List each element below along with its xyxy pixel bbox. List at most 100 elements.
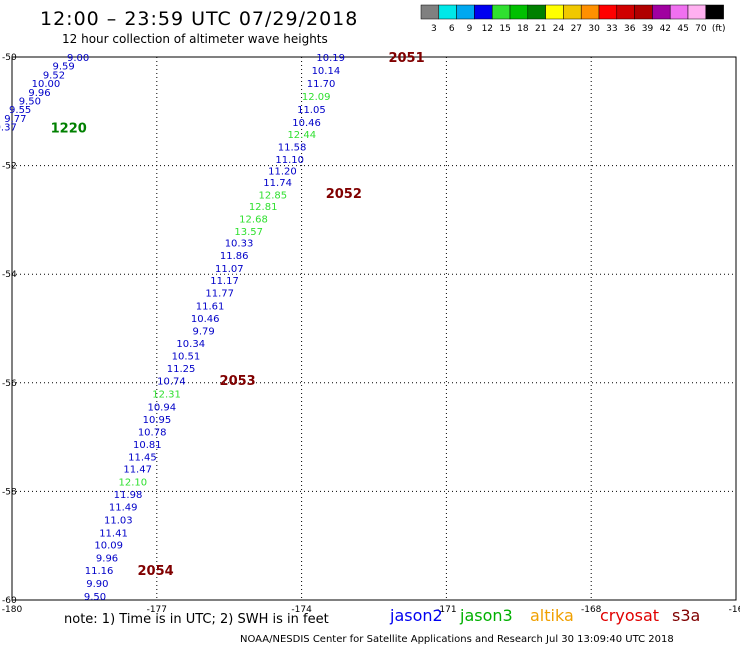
satellite-jason2: jason2 xyxy=(390,606,443,625)
time-annotation: 2051 xyxy=(388,51,424,66)
data-point-jason2: 9.37 xyxy=(0,123,17,134)
data-point-jason2: 11.10 xyxy=(275,155,304,166)
data-point-jason2: 11.61 xyxy=(196,302,225,313)
legend-label: 24 xyxy=(553,24,565,34)
legend-swatch xyxy=(420,4,440,20)
data-point-jason2: 11.07 xyxy=(215,264,244,275)
legend-swatch xyxy=(687,4,707,20)
legend-swatch xyxy=(616,4,635,20)
data-point-jason2: 11.05 xyxy=(297,105,326,116)
chart-title: 12:00 – 23:59 UTC 07/29/2018 xyxy=(40,8,359,30)
legend-swatch xyxy=(563,4,582,20)
legend-swatch xyxy=(705,4,724,20)
data-point-jason2: 11.16 xyxy=(85,566,114,577)
legend-swatch xyxy=(527,4,546,20)
legend-swatch xyxy=(598,4,618,20)
data-point-jason2: 11.58 xyxy=(278,143,307,154)
legend-label: (ft) xyxy=(712,24,726,34)
data-point-jason2: 11.49 xyxy=(109,503,138,514)
data-point-jason2: 9.52 xyxy=(43,70,65,81)
x-tick-label: -180 xyxy=(2,605,23,615)
data-point-jason3: 12.81 xyxy=(249,202,278,213)
time-annotation: 2053 xyxy=(220,374,256,389)
legend-swatch xyxy=(634,4,653,20)
data-point-jason3: 12.68 xyxy=(239,214,268,225)
y-tick-label: -54 xyxy=(2,270,17,280)
data-point-jason2: 10.46 xyxy=(191,314,220,325)
data-point-jason2: 9.50 xyxy=(84,592,106,603)
legend-label: 36 xyxy=(624,24,636,34)
y-tick-label: -50 xyxy=(2,53,17,63)
data-point-jason2: 11.77 xyxy=(205,289,234,300)
legend-swatch xyxy=(652,4,671,20)
satellite-cryosat: cryosat xyxy=(600,606,660,625)
time-annotation: 2054 xyxy=(137,564,173,579)
legend-swatch xyxy=(456,4,475,20)
data-point-jason2: 11.47 xyxy=(123,465,152,476)
data-point-jason2: 11.98 xyxy=(114,490,143,501)
legend-swatch xyxy=(580,4,600,20)
legend-swatch xyxy=(545,4,564,20)
legend-label: 21 xyxy=(535,24,546,34)
data-point-jason2: 9.00 xyxy=(67,53,89,64)
data-point-jason2: 9.96 xyxy=(96,554,118,565)
y-tick-label: -52 xyxy=(2,162,17,172)
data-point-jason3: 12.09 xyxy=(302,92,331,103)
data-point-jason2: 11.74 xyxy=(263,178,292,189)
data-point-jason2: 10.51 xyxy=(172,352,201,363)
data-point-jason2: 11.17 xyxy=(210,276,239,287)
data-point-jason2: 10.74 xyxy=(157,377,186,388)
data-point-jason3: 12.31 xyxy=(152,390,181,401)
y-tick-label: -60 xyxy=(2,596,17,606)
legend-swatch xyxy=(474,4,493,20)
legend-swatch xyxy=(438,4,457,20)
data-point-jason2: 10.00 xyxy=(32,79,61,90)
data-point-jason2: 11.25 xyxy=(167,364,196,375)
data-point-jason3: 13.57 xyxy=(234,227,263,238)
x-tick-label: -177 xyxy=(147,605,167,615)
legend-label: 45 xyxy=(677,24,688,34)
legend-label: 9 xyxy=(467,24,473,34)
legend-swatch xyxy=(509,4,529,20)
legend-label: 15 xyxy=(499,24,510,34)
legend-label: 6 xyxy=(449,24,455,34)
data-point-jason2: 10.78 xyxy=(138,428,167,439)
x-tick-label: -168 xyxy=(581,605,602,615)
data-point-jason3: 12.10 xyxy=(119,478,148,489)
time-annotation: 2052 xyxy=(326,187,362,202)
legend-label: 12 xyxy=(482,24,493,34)
legend-label: 42 xyxy=(660,24,671,34)
data-point-jason2: 10.94 xyxy=(147,403,176,414)
data-point-jason2: 10.14 xyxy=(312,66,341,77)
data-point-jason2: 9.59 xyxy=(52,62,74,73)
data-point-jason2: 9.90 xyxy=(86,579,108,590)
x-tick-label: -174 xyxy=(291,605,312,615)
satellite-s3a: s3a xyxy=(672,606,701,625)
data-point-jason2: 10.81 xyxy=(133,440,162,451)
x-tick-label: -171 xyxy=(436,605,456,615)
satellite-jason3: jason3 xyxy=(460,606,513,625)
legend-label: 39 xyxy=(642,24,654,34)
data-point-jason3: 12.85 xyxy=(258,190,287,201)
satellite-legend: jason2 jason3 altika cryosat s3a xyxy=(0,606,740,630)
y-tick-label: -56 xyxy=(2,379,17,389)
chart-subtitle: 12 hour collection of altimeter wave hei… xyxy=(62,32,328,46)
data-point-jason2: 10.95 xyxy=(143,415,172,426)
footer-credit: NOAA/NESDIS Center for Satellite Applica… xyxy=(240,634,674,645)
data-point-jason2: 9.55 xyxy=(9,105,31,116)
legend-label: 70 xyxy=(695,24,707,34)
plot-frame xyxy=(11,56,737,601)
data-point-jason2: 11.03 xyxy=(104,516,133,527)
data-point-jason2: 10.09 xyxy=(94,541,123,552)
time-annotation: 1220 xyxy=(51,122,87,137)
data-point-jason2: 11.41 xyxy=(99,529,128,540)
data-point-jason2: 10.34 xyxy=(176,339,205,350)
footer-note: note: 1) Time is in UTC; 2) SWH is in fe… xyxy=(64,612,329,627)
legend-label: 30 xyxy=(588,24,600,34)
data-point-jason2: 10.33 xyxy=(225,239,254,250)
data-point-jason2: 11.70 xyxy=(307,79,336,90)
data-point-jason2: 10.19 xyxy=(316,53,345,64)
data-point-jason2: 9.96 xyxy=(28,88,50,99)
legend-swatch xyxy=(669,4,689,20)
satellite-altika: altika xyxy=(530,606,574,625)
